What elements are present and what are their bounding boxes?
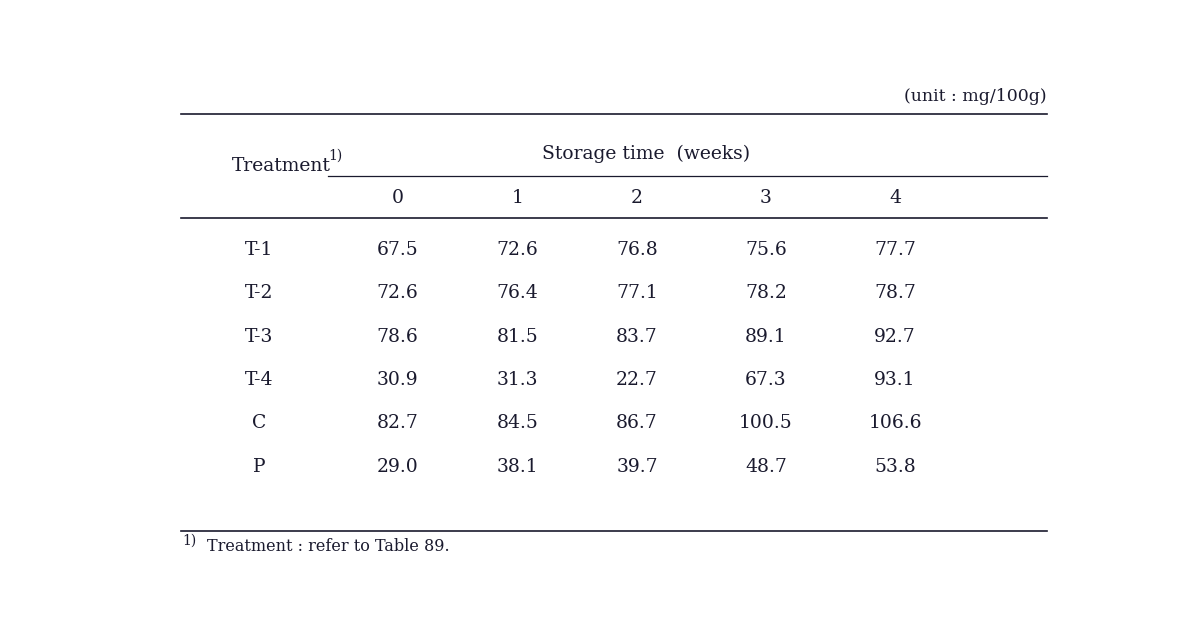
Text: T-4: T-4 (245, 371, 273, 389)
Text: 2: 2 (631, 189, 643, 207)
Text: 76.8: 76.8 (616, 240, 658, 259)
Text: 1: 1 (511, 189, 523, 207)
Text: 83.7: 83.7 (616, 328, 658, 345)
Text: 72.6: 72.6 (377, 284, 419, 302)
Text: 100.5: 100.5 (740, 414, 793, 433)
Text: 4: 4 (889, 189, 901, 207)
Text: 106.6: 106.6 (868, 414, 921, 433)
Text: 1): 1) (183, 534, 197, 548)
Text: P: P (253, 458, 265, 476)
Text: 67.3: 67.3 (746, 371, 787, 389)
Text: 82.7: 82.7 (377, 414, 419, 433)
Text: 30.9: 30.9 (377, 371, 419, 389)
Text: 93.1: 93.1 (874, 371, 916, 389)
Text: Storage time  (weeks): Storage time (weeks) (542, 144, 750, 163)
Text: T-1: T-1 (245, 240, 273, 259)
Text: 48.7: 48.7 (746, 458, 787, 476)
Text: (unit : mg/100g): (unit : mg/100g) (905, 88, 1048, 105)
Text: T-3: T-3 (245, 328, 273, 345)
Text: 72.6: 72.6 (496, 240, 539, 259)
Text: 77.1: 77.1 (616, 284, 658, 302)
Text: 22.7: 22.7 (616, 371, 658, 389)
Text: 39.7: 39.7 (616, 458, 658, 476)
Text: Treatment: Treatment (232, 157, 331, 175)
Text: 53.8: 53.8 (874, 458, 916, 476)
Text: 84.5: 84.5 (496, 414, 539, 433)
Text: 86.7: 86.7 (616, 414, 658, 433)
Text: 76.4: 76.4 (496, 284, 539, 302)
Text: Treatment : refer to Table 89.: Treatment : refer to Table 89. (207, 538, 449, 555)
Text: 31.3: 31.3 (497, 371, 537, 389)
Text: 78.7: 78.7 (874, 284, 916, 302)
Text: T-2: T-2 (245, 284, 273, 302)
Text: 3: 3 (760, 189, 772, 207)
Text: 78.2: 78.2 (746, 284, 787, 302)
Text: 38.1: 38.1 (496, 458, 539, 476)
Text: 78.6: 78.6 (377, 328, 419, 345)
Text: C: C (252, 414, 266, 433)
Text: 1): 1) (328, 149, 342, 163)
Text: 67.5: 67.5 (377, 240, 419, 259)
Text: 75.6: 75.6 (746, 240, 787, 259)
Text: 29.0: 29.0 (377, 458, 419, 476)
Text: 0: 0 (391, 189, 403, 207)
Text: 92.7: 92.7 (874, 328, 916, 345)
Text: 77.7: 77.7 (874, 240, 916, 259)
Text: 89.1: 89.1 (746, 328, 787, 345)
Text: 81.5: 81.5 (496, 328, 539, 345)
